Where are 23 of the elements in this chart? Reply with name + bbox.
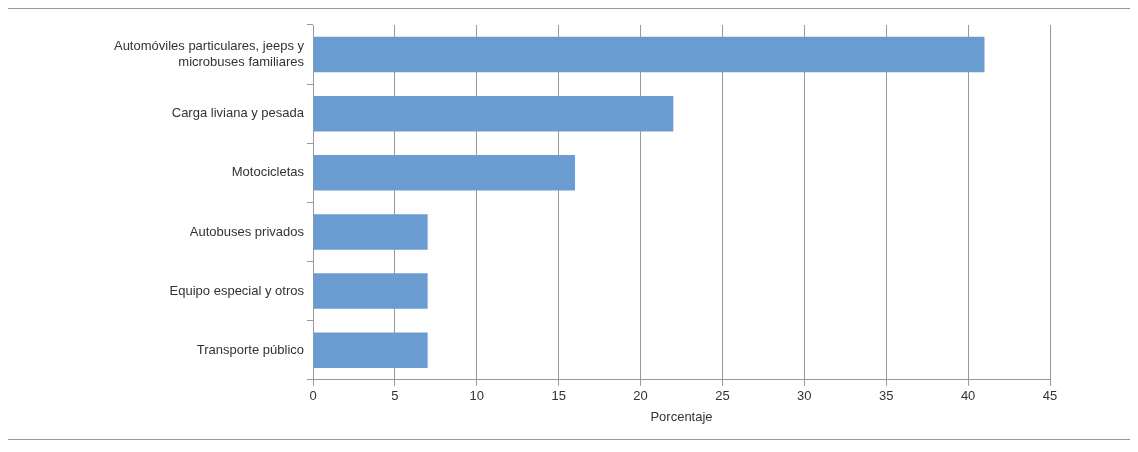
x-tick-label: 45 <box>1042 388 1058 404</box>
bar <box>313 155 576 191</box>
y-tick-label: Automóviles particulares, jeeps y microbuses familiares <box>113 38 305 69</box>
x-tick-label: 35 <box>878 388 894 404</box>
bar <box>313 36 985 73</box>
x-tick-label: 40 <box>960 388 976 404</box>
x-tick-label: 10 <box>469 388 485 404</box>
x-tick-label: 30 <box>797 388 812 404</box>
y-tick-label: Carga liviana y pesada <box>171 105 305 121</box>
bar <box>313 332 428 368</box>
bar <box>313 95 674 132</box>
y-tick-label: Transporte público <box>196 341 304 357</box>
y-tick-label: Autobuses privados <box>189 223 305 239</box>
y-tick-label: Motocicletas <box>231 164 305 180</box>
bar <box>313 214 428 250</box>
x-tick-label: 20 <box>633 388 648 404</box>
x-tick-label: 25 <box>715 388 730 404</box>
x-tick-label: 15 <box>551 388 566 404</box>
bar <box>313 273 428 309</box>
x-tick-label: 0 <box>309 388 317 404</box>
x-axis-title: Porcentaje <box>650 408 713 424</box>
x-tick-label: 5 <box>391 388 399 404</box>
y-tick-label: Equipo especial y otros <box>169 282 305 298</box>
